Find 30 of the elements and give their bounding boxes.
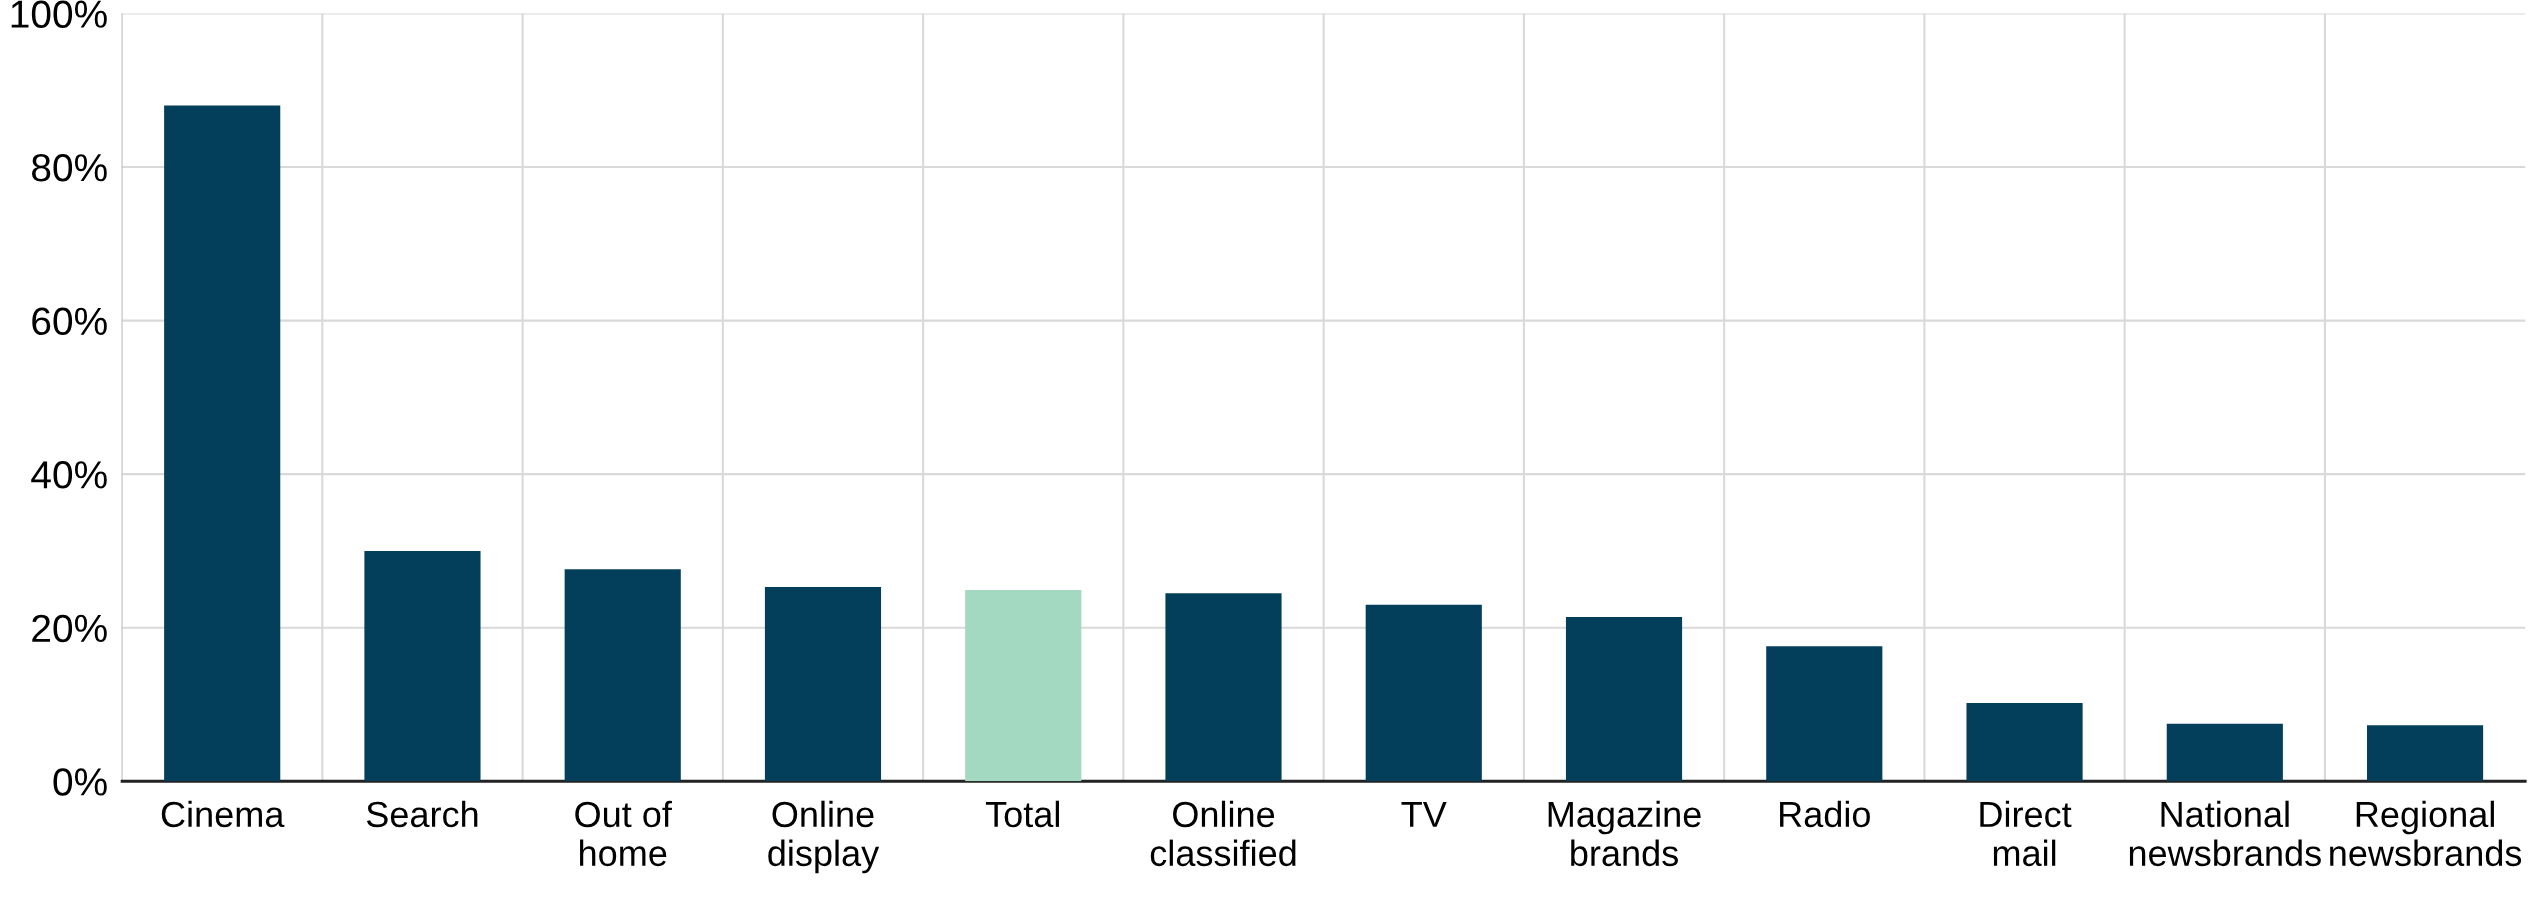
x-tick-label: Search (366, 800, 478, 828)
bar (2166, 723, 2283, 782)
y-tick-label: 100% (11, 0, 107, 28)
bar (564, 569, 681, 782)
y-tick-label: 40% (31, 461, 107, 489)
x-tick-label: TV (1401, 802, 1447, 827)
x-tick-label: Online display (768, 800, 880, 874)
y-tick-label: 20% (32, 614, 107, 643)
bar (1165, 593, 1282, 782)
x-tick-label: Direct mail (1980, 800, 2072, 867)
y-tick-label: 60% (32, 307, 107, 336)
y-tick-label: 80% (32, 153, 107, 182)
x-tick-label: National newsbrands (2129, 800, 2321, 867)
bar (2366, 725, 2484, 782)
bar (965, 590, 1082, 782)
x-tick-label: Radio (1780, 800, 1870, 828)
x-tick-label: Regional newsbrands (2330, 800, 2522, 867)
y-tick-label: 0% (53, 768, 107, 796)
bar (1766, 646, 1883, 782)
x-tick-label: Out of home (575, 800, 672, 867)
x-tick-label: Magazine brands (1548, 800, 1701, 867)
bar (1565, 616, 1683, 782)
x-tick-label: Cinema (161, 800, 285, 828)
x-tick-label: Total (985, 800, 1059, 828)
bar (1365, 604, 1482, 782)
bar (764, 587, 882, 782)
x-tick-label: Online classified (1150, 800, 1296, 867)
bar (364, 550, 481, 782)
bar (1966, 702, 2083, 782)
bar (164, 105, 281, 782)
